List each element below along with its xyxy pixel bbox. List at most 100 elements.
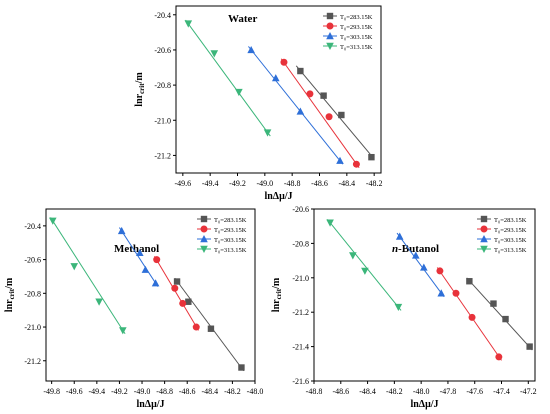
y-tick-label: -21.0	[292, 274, 309, 283]
y-axis-label: lnrcrit/m	[4, 277, 16, 312]
legend-label: T₀=303.15K	[494, 237, 527, 244]
x-tick-label: -47.4	[493, 387, 510, 396]
data-point	[280, 58, 288, 66]
x-tick-label: -47.6	[466, 387, 483, 396]
legend-label: T₀=313.15K	[340, 44, 373, 51]
legend-marker	[200, 235, 208, 243]
data-point	[411, 251, 420, 259]
series-fit-line	[396, 232, 445, 298]
series-0	[466, 277, 533, 351]
x-axis-label: lnΔμ/J	[136, 399, 164, 410]
x-tick-label: -48.6	[311, 179, 328, 188]
series-3	[184, 19, 272, 137]
data-point	[452, 289, 460, 297]
y-tick-label: -20.6	[24, 256, 41, 265]
data-point	[466, 278, 473, 285]
chart-panel-methanol: -49.8 -49.6 -49.4 -49.2 -49.0 -48.8 -48.6 -48.4…	[4, 208, 263, 410]
legend-marker	[480, 245, 488, 253]
x-axis-label: lnΔμ/J	[410, 399, 438, 410]
y-axis-label-unit: /m	[4, 277, 15, 290]
data-point	[119, 327, 127, 335]
y-tick-label: -20.8	[154, 81, 171, 90]
y-axis-label-unit: /m	[271, 277, 282, 290]
legend-label: T₀=293.15K	[340, 24, 373, 31]
y-tick-label: -21.2	[154, 151, 171, 160]
data-point	[526, 343, 533, 350]
legend-label: T₀=283.15K	[214, 217, 247, 224]
y-tick-label: -20.4	[154, 11, 171, 20]
data-point	[361, 267, 369, 275]
data-point	[306, 90, 314, 98]
series-fit-line	[436, 267, 502, 361]
legend-marker	[200, 225, 208, 233]
chart-title-text: Methanol	[114, 243, 159, 255]
series-fit-line	[119, 227, 159, 287]
chart-panel-butanol: -48.8 -48.6 -48.4 -48.2 -48.0 -47.8 -47.6 -47.4…	[271, 205, 537, 410]
legend-marker	[200, 215, 208, 223]
series-fit-line	[466, 277, 533, 351]
data-point	[502, 315, 509, 323]
x-tick-label: -47.2	[520, 387, 537, 396]
x-tick-label: -47.8	[440, 387, 457, 396]
legend-label: T₀=283.15K	[340, 14, 373, 21]
data-point	[179, 299, 187, 307]
series-fit-line	[50, 217, 126, 335]
x-tick-label: -48.6	[332, 387, 349, 396]
y-tick-label: -21.4	[292, 343, 309, 352]
x-tick-label: -48.2	[224, 387, 241, 396]
data-point	[436, 267, 444, 275]
x-tick-label: -48.6	[179, 387, 196, 396]
x-tick-label: -48.2	[366, 179, 383, 188]
x-tick-label: -49.4	[202, 179, 219, 188]
series-fit-line	[327, 219, 402, 311]
series-1	[436, 267, 503, 361]
data-point	[173, 278, 181, 285]
series-3	[326, 219, 403, 312]
data-point	[70, 263, 79, 271]
data-point	[296, 107, 305, 115]
data-point	[368, 153, 375, 161]
chart-title-text: Water	[228, 13, 257, 25]
data-point	[271, 74, 280, 82]
data-point	[336, 156, 344, 164]
x-tick-label: -48.4	[201, 387, 218, 396]
data-point	[325, 113, 333, 121]
data-point	[420, 263, 428, 271]
x-tick-label: -48.8	[306, 387, 323, 396]
y-tick-label: -21.2	[292, 308, 309, 317]
x-tick-label: -48.8	[156, 387, 173, 396]
chart-title: Methanol	[114, 243, 159, 255]
series-2	[247, 45, 344, 165]
data-point	[192, 323, 200, 331]
legend-marker	[480, 225, 488, 233]
data-point	[320, 92, 327, 99]
legend-label: T₀=293.15K	[494, 227, 527, 234]
series-fit-line	[280, 58, 360, 169]
y-axis-label-subscript: crit	[8, 288, 16, 299]
series-2	[395, 232, 446, 298]
x-tick-label: -49.0	[256, 179, 273, 188]
series-0	[295, 65, 375, 161]
data-point	[352, 160, 360, 168]
y-tick-label: -21.6	[292, 377, 309, 386]
legend-label: T₀=283.15K	[494, 217, 527, 224]
y-axis-label-subscript: crit	[138, 83, 146, 94]
y-tick-label: -21.2	[24, 357, 41, 366]
data-point	[495, 353, 503, 361]
x-tick-label: -48.8	[284, 179, 301, 188]
legend-label: T₀=303.15K	[340, 34, 373, 41]
legend-marker	[480, 235, 488, 243]
data-point	[394, 303, 403, 312]
x-tick-label: -49.6	[174, 179, 191, 188]
legend-marker	[480, 215, 488, 223]
data-point	[437, 289, 446, 297]
y-axis-label-unit: /m	[134, 72, 145, 85]
data-point	[117, 226, 126, 235]
chart-panel-water: -49.6 -49.4 -49.2 -49.0 -48.8 -48.6 -48.4 -48.2…	[134, 5, 383, 202]
legend-label: T₀=293.15K	[214, 227, 247, 234]
data-point	[297, 67, 304, 75]
y-axis-label: lnrcrit/m	[271, 277, 283, 312]
data-point	[247, 45, 255, 54]
series-1	[280, 58, 360, 169]
x-tick-label: -48.4	[359, 387, 376, 396]
